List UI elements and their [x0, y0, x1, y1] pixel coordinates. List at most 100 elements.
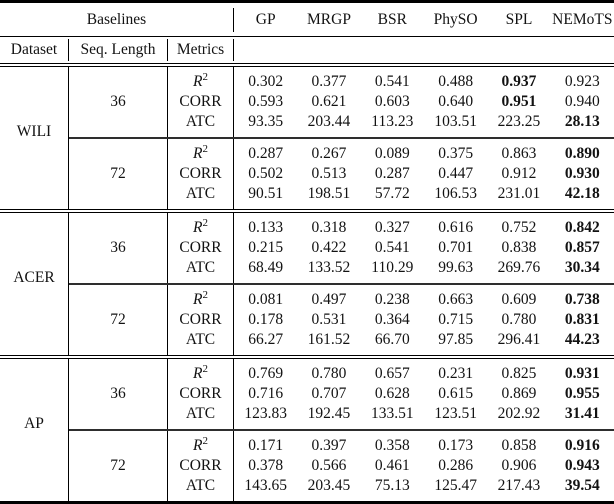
header-empty-cell	[233, 39, 614, 61]
metric-value-cell: 0.238	[374, 291, 410, 308]
metric-value-cell: 0.267	[311, 145, 347, 162]
metrics-column: R2 CORR ATC	[167, 67, 233, 137]
column-header-physo: PhySO	[433, 10, 478, 28]
metric-value-cell: 90.51	[248, 185, 284, 202]
metric-value-cell: 123.83	[244, 405, 287, 422]
metric-value-cell: 203.44	[307, 113, 351, 130]
metric-value-cell: 0.287	[248, 145, 284, 162]
metric-value-cell: 161.52	[307, 331, 351, 348]
metric-value-cell: 0.231	[438, 365, 474, 382]
metric-value-cell: 0.318	[311, 219, 347, 236]
dataset-label: WILI	[16, 123, 52, 141]
metric-value-cell: 0.916	[564, 437, 600, 454]
metric-value-cell: 39.54	[564, 477, 600, 494]
metric-label: R2	[193, 216, 208, 236]
metric-value-cell: 0.173	[438, 437, 474, 454]
metric-value-cell: 0.616	[438, 219, 474, 236]
metric-value-cell: 203.45	[307, 477, 351, 494]
metric-label: CORR	[179, 93, 222, 110]
metric-value-row: 0.215 0.422 0.541 0.701 0.838 0.857	[234, 238, 614, 258]
metric-value-cell: 223.25	[497, 113, 541, 130]
metric-value-cell: 0.422	[311, 239, 347, 256]
metric-value-cell: 44.23	[564, 331, 600, 348]
metrics-column: R2 CORR ATC	[167, 359, 233, 429]
metric-value-cell: 0.780	[501, 311, 537, 328]
metric-label: CORR	[179, 239, 222, 256]
metric-value-row: 0.302 0.377 0.541 0.488 0.937 0.923	[234, 72, 614, 92]
dataset-label: ACER	[13, 269, 55, 287]
metric-value-cell: 0.951	[501, 93, 537, 110]
metric-value-cell: 0.931	[564, 365, 600, 382]
metric-value-cell: 0.780	[311, 365, 347, 382]
metric-value-row: 66.27 161.52 66.70 97.85 296.41 44.23	[234, 330, 614, 350]
metric-value-cell: 0.178	[248, 311, 284, 328]
seq-length-header-label: Seq. Length	[68, 39, 167, 61]
metrics-column: R2 CORR ATC	[167, 139, 233, 209]
metric-value-cell: 0.378	[248, 457, 284, 474]
metric-value-cell: 192.45	[307, 405, 351, 422]
metric-value-row: 0.769 0.780 0.657 0.231 0.825 0.931	[234, 364, 614, 384]
metric-value-cell: 0.858	[501, 437, 537, 454]
metric-label: ATC	[185, 185, 216, 202]
metric-value-cell: 0.923	[564, 73, 600, 90]
metrics-column: R2 CORR ATC	[167, 213, 233, 283]
metric-value-cell: 0.566	[311, 457, 347, 474]
metric-value-cell: 0.863	[501, 145, 537, 162]
values-grid: 0.081 0.497 0.238 0.663 0.609 0.738 0.178 0.531…	[233, 285, 614, 355]
metric-value-cell: 0.603	[374, 93, 410, 110]
metric-value-cell: 28.13	[564, 113, 600, 130]
metric-value-cell: 66.70	[374, 331, 410, 348]
metric-value-cell: 0.842	[564, 219, 600, 236]
metric-value-cell: 0.912	[501, 165, 537, 182]
rule-top	[0, 0, 614, 3]
seq-length-block: 36 R2 CORR ATC 0.302 0.377 0.541 0.488 0.937 0.92…	[69, 67, 614, 137]
seq-length-cell: 72	[110, 311, 126, 329]
metric-label: ATC	[185, 113, 216, 130]
metric-value-row: 0.171 0.397 0.358 0.173 0.858 0.916	[234, 436, 614, 456]
metric-value-cell: 0.838	[501, 239, 537, 256]
metric-value-cell: 57.72	[374, 185, 410, 202]
metric-value-cell: 0.752	[501, 219, 537, 236]
metric-label: CORR	[179, 311, 222, 328]
metric-value-cell: 66.27	[248, 331, 284, 348]
metric-value-cell: 0.171	[248, 437, 284, 454]
metric-value-cell: 0.930	[564, 165, 600, 182]
metric-value-cell: 269.76	[497, 259, 541, 276]
metric-value-cell: 0.531	[311, 311, 347, 328]
metric-label: CORR	[179, 385, 222, 402]
dataset-body: 36 R2 CORR ATC 0.133 0.318 0.327 0.616 0.752 0.84…	[68, 213, 614, 355]
metric-value-cell: 0.769	[248, 365, 284, 382]
metric-value-cell: 0.955	[564, 385, 600, 402]
metric-value-row: 123.83 192.45 133.51 123.51 202.92 31.41	[234, 404, 614, 424]
column-header-nemots: NEMoTS	[552, 10, 613, 28]
metric-value-cell: 0.716	[248, 385, 284, 402]
metric-label: CORR	[179, 457, 222, 474]
metric-label: R2	[193, 362, 208, 382]
seq-length-block: 72 R2 CORR ATC 0.171 0.397 0.358 0.173 0.858 0.91…	[69, 431, 614, 501]
metric-value-cell: 0.906	[501, 457, 537, 474]
values-grid: 0.287 0.267 0.089 0.375 0.863 0.890 0.502 0.513…	[233, 139, 614, 209]
metric-value-cell: 42.18	[564, 185, 600, 202]
metric-value-cell: 231.01	[497, 185, 541, 202]
metric-value-cell: 123.51	[434, 405, 477, 422]
metric-value-cell: 0.497	[311, 291, 347, 308]
table-body: WILI 36 R2 CORR ATC 0.302 0.377 0.541 0.488 0.937…	[0, 67, 614, 501]
metric-value-cell: 0.327	[374, 219, 410, 236]
metric-value-row: 0.716 0.707 0.628 0.615 0.869 0.955	[234, 384, 614, 404]
metric-value-cell: 0.287	[374, 165, 410, 182]
metric-label: ATC	[185, 405, 216, 422]
metric-value-cell: 0.701	[438, 239, 474, 256]
metric-value-cell: 0.628	[374, 385, 410, 402]
metric-value-row: 90.51 198.51 57.72 106.53 231.01 42.18	[234, 184, 614, 204]
seq-length-block: 36 R2 CORR ATC 0.133 0.318 0.327 0.616 0.752 0.84…	[69, 213, 614, 283]
metric-value-cell: 0.869	[501, 385, 537, 402]
metric-value-cell: 0.890	[564, 145, 600, 162]
metric-value-cell: 0.640	[438, 93, 474, 110]
metric-value-cell: 0.081	[248, 291, 284, 308]
metric-value-cell: 0.286	[438, 457, 474, 474]
metric-value-cell: 0.593	[248, 93, 284, 110]
dataset-separator-rule	[0, 209, 614, 213]
metric-value-row: 0.593 0.621 0.603 0.640 0.951 0.940	[234, 92, 614, 112]
metric-label: R2	[193, 434, 208, 454]
metric-value-cell: 99.63	[438, 259, 474, 276]
